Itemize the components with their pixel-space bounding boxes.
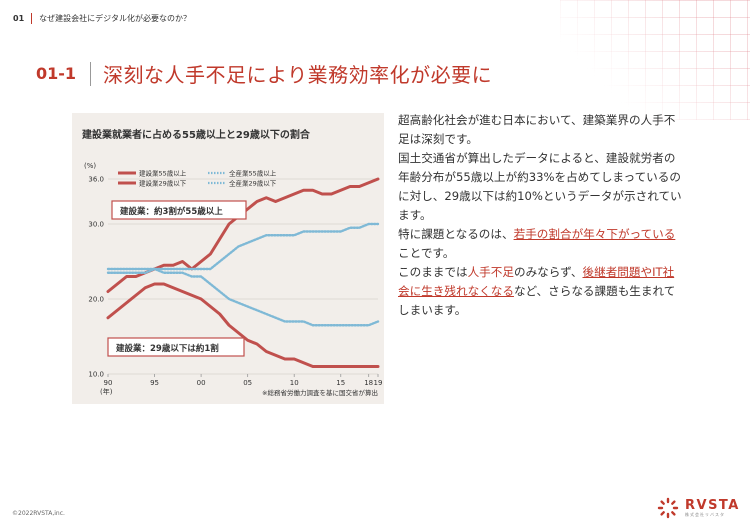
series-line-construction-29 [106,282,380,368]
body-p3-tail: ことです。 [398,246,455,260]
chart-x-unit: (年) [100,387,113,396]
annotation-55-text: 建設業：約3割が55歳以上 [119,206,223,217]
body-p3-text: 特に課題となるのは、 [398,227,514,241]
section-divider [31,13,33,24]
body-text: 超高齢化社会が進む日本において、建築業界の人手不足は深刻です。 国土交通省が算出… [398,111,683,320]
logo-mark-icon [657,497,679,519]
section-number: 01 [13,14,25,23]
annotation-29: 建設業：29歳以下は約1割 [107,337,245,357]
copyright: ©2022RVSTA,inc. [12,510,65,517]
series-line-all-29 [106,267,380,327]
body-paragraph-3: 特に課題となるのは、若手の割合が年々下がっていることです。 [398,225,683,263]
annotation-55-box [111,200,247,220]
title-divider [90,61,92,86]
section-header: 01 なぜ建設会社にデジタル化が必要なのか？ [13,13,191,24]
legend-label-construction-55: 建設業55歳以上 [139,169,187,178]
y-tick-label: 36.0 [88,176,104,184]
x-tick-label: 19 [374,379,383,387]
body-paragraph-2: 国土交通省が算出したデータによると、建設就労者の年齢分布が55歳以上が約33%を… [398,151,682,222]
company-logo: RVSTA 株式会社リバスタ [657,497,740,519]
chart-legend: 建設業55歳以上 全産業55歳以上 建設業29歳以下 全産業29歳以下 [118,169,277,188]
y-tick-label: 20.0 [88,296,104,304]
x-tick-label: 10 [290,379,299,387]
page-title-row: 01-1 深刻な人手不足により業務効率化が必要に [36,59,492,88]
highlight-young-ratio: 若手の割合が年々下がっている [513,227,676,241]
age-ratio-chart: 36.0 30.0 20.0 10.0 90 95 00 05 10 15 18 19 建設業就業者に… [72,113,384,404]
body-p4-text: このままでは [398,265,468,279]
legend-label-construction-29: 建設業29歳以下 [139,179,187,188]
section-title: なぜ建設会社にデジタル化が必要なのか？ [39,14,191,23]
highlight-labor-shortage: 人手不足 [467,265,514,279]
annotation-55: 建設業：約3割が55歳以上 [111,200,247,220]
x-tick-label: 00 [197,379,206,387]
decorative-grid [560,0,750,120]
page-title-number: 01-1 [36,64,77,83]
body-paragraph-4: このままでは人手不足のみならず、後継者問題やIT社会に生き残れなくなるなど、さら… [398,263,683,320]
legend-label-all-29: 全産業29歳以下 [229,179,277,188]
body-p4-mid: のみならず、 [513,265,583,279]
x-tick-label: 15 [336,379,345,387]
chart-y-unit: (%) [84,162,96,170]
body-p4-tail: など、さらなる課題も生まれてしまいます。 [398,284,676,317]
chart-title: 建設業就業者に占める55歳以上と29歳以下の割合 [81,128,311,141]
x-tick-label: 18 [364,379,373,387]
body-paragraph-1: 超高齢化社会が進む日本において、建築業界の人手不足は深刻です。 [398,113,676,146]
annotation-29-box [107,337,245,357]
annotation-29-text: 建設業：29歳以下は約1割 [115,343,219,354]
x-tick-label: 95 [150,379,159,387]
y-tick-label: 30.0 [88,221,104,229]
logo-name: RVSTA [685,497,740,513]
series-line-construction-55 [106,177,380,293]
page-title: 深刻な人手不足により業務効率化が必要に [103,63,493,87]
highlight-succession: 後継者問題やIT社会に生き残れなくなる [398,265,675,298]
y-tick-label: 10.0 [88,371,104,379]
x-tick-label: 90 [104,379,113,387]
legend-label-all-55: 全産業55歳以上 [229,169,277,178]
logo-subtitle: 株式会社リバスタ [685,511,725,517]
x-tick-label: 05 [243,379,252,387]
chart-svg: 36.0 30.0 20.0 10.090 95 00 05 10 15 18 19 建設業就業者に… [81,128,383,397]
chart-source-note: ※総務省労働力調査を基に国交省が算出 [262,388,378,397]
series-line-all-55 [106,222,380,274]
